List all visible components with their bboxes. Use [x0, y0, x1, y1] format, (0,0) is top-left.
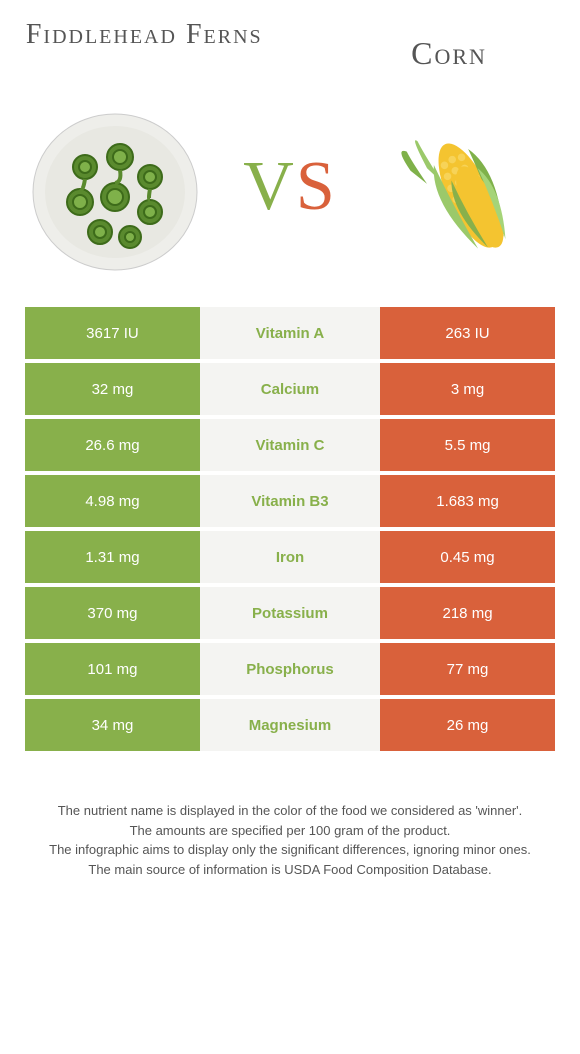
nutrient-row: 34 mgMagnesium26 mg [25, 699, 555, 751]
footnote-line: The main source of information is USDA F… [35, 860, 545, 880]
nutrient-name: Calcium [200, 363, 380, 415]
nutrient-left-value: 1.31 mg [25, 531, 200, 583]
nutrient-left-value: 34 mg [25, 699, 200, 751]
vs-s: S [296, 148, 337, 225]
nutrient-name: Magnesium [200, 699, 380, 751]
nutrient-left-value: 32 mg [25, 363, 200, 415]
nutrient-name: Vitamin B3 [200, 475, 380, 527]
nutrient-left-value: 3617 IU [25, 307, 200, 359]
nutrient-right-value: 3 mg [380, 363, 555, 415]
nutrient-row: 370 mgPotassium218 mg [25, 587, 555, 639]
nutrient-name: Phosphorus [200, 643, 380, 695]
nutrient-left-value: 101 mg [25, 643, 200, 695]
nutrient-right-value: 1.683 mg [380, 475, 555, 527]
nutrient-row: 26.6 mgVitamin C5.5 mg [25, 419, 555, 471]
nutrient-left-value: 370 mg [25, 587, 200, 639]
vs-label: VS [243, 147, 337, 227]
nutrient-name: Potassium [200, 587, 380, 639]
vs-v: V [243, 148, 296, 225]
nutrient-right-value: 77 mg [380, 643, 555, 695]
nutrient-row: 1.31 mgIron0.45 mg [25, 531, 555, 583]
nutrient-left-value: 4.98 mg [25, 475, 200, 527]
nutrient-left-value: 26.6 mg [25, 419, 200, 471]
nutrient-name: Vitamin C [200, 419, 380, 471]
nutrient-row: 3617 IUVitamin A263 IU [25, 307, 555, 359]
nutrient-right-value: 26 mg [380, 699, 555, 751]
nutrient-name: Iron [200, 531, 380, 583]
nutrient-row: 101 mgPhosphorus77 mg [25, 643, 555, 695]
titles-row: Fiddlehead Ferns Corn [25, 20, 555, 72]
footnote-line: The nutrient name is displayed in the co… [35, 801, 545, 821]
nutrient-right-value: 0.45 mg [380, 531, 555, 583]
food-right-title: Corn [343, 20, 555, 72]
food-right-image [375, 97, 555, 277]
food-left-image [25, 97, 205, 277]
footnotes: The nutrient name is displayed in the co… [25, 801, 555, 879]
nutrient-right-value: 5.5 mg [380, 419, 555, 471]
nutrient-row: 32 mgCalcium3 mg [25, 363, 555, 415]
footnote-line: The infographic aims to display only the… [35, 840, 545, 860]
nutrient-name: Vitamin A [200, 307, 380, 359]
food-left-title: Fiddlehead Ferns [25, 20, 264, 51]
nutrient-right-value: 263 IU [380, 307, 555, 359]
nutrient-row: 4.98 mgVitamin B31.683 mg [25, 475, 555, 527]
footnote-line: The amounts are specified per 100 gram o… [35, 821, 545, 841]
nutrient-table: 3617 IUVitamin A263 IU32 mgCalcium3 mg26… [25, 307, 555, 751]
nutrient-right-value: 218 mg [380, 587, 555, 639]
images-row: VS [25, 97, 555, 277]
